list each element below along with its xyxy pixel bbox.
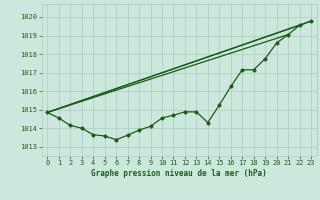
- X-axis label: Graphe pression niveau de la mer (hPa): Graphe pression niveau de la mer (hPa): [91, 169, 267, 178]
